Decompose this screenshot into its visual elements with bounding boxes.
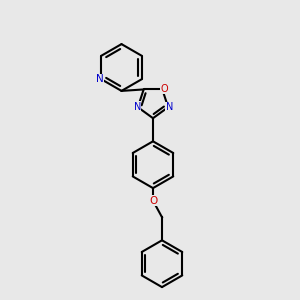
Text: O: O	[149, 196, 157, 206]
Text: N: N	[96, 74, 103, 84]
Text: N: N	[134, 102, 141, 112]
Text: N: N	[166, 102, 173, 112]
Text: O: O	[160, 84, 168, 94]
